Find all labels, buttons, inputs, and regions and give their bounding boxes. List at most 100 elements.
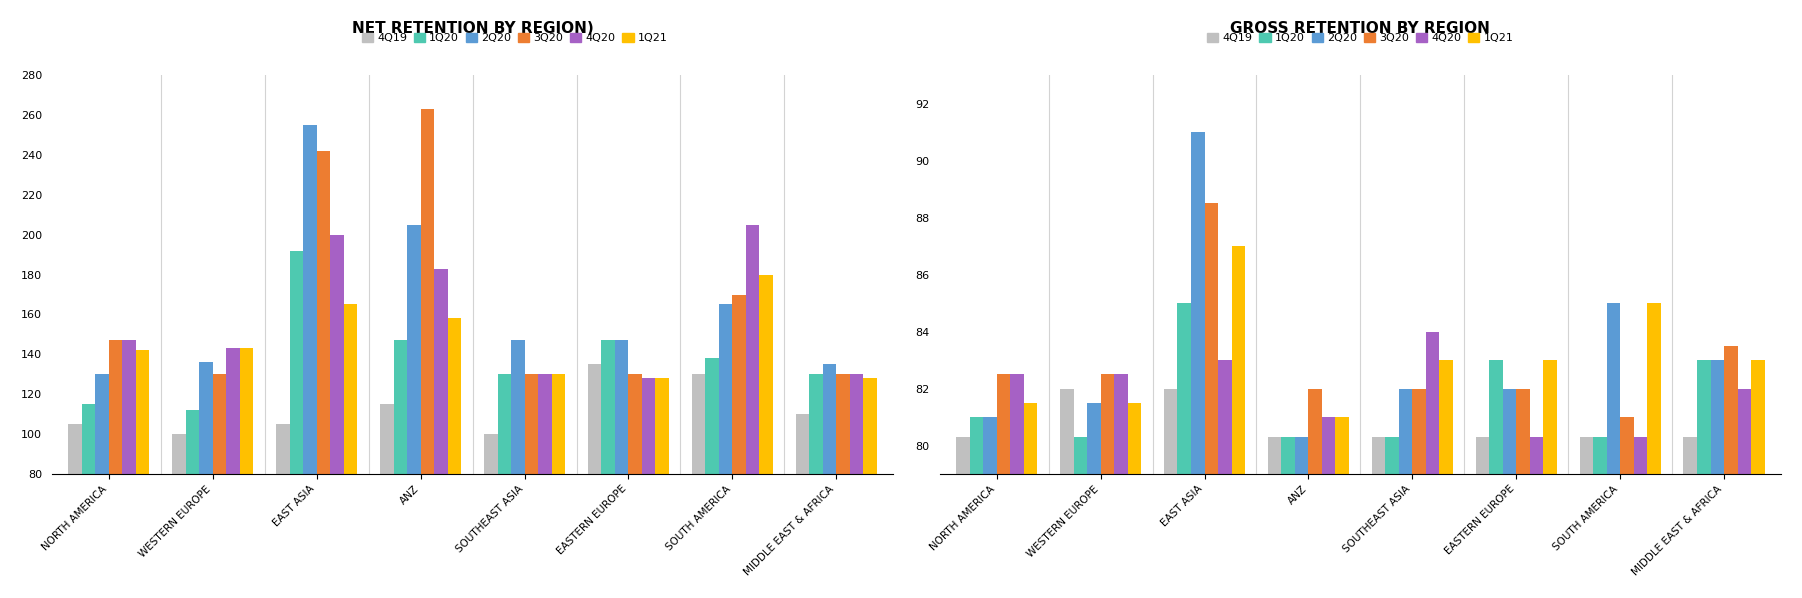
Bar (1191, 132, 1204, 474)
Bar (539, 374, 551, 474)
Bar (1024, 403, 1038, 474)
Bar (434, 269, 447, 474)
Title: NET RETENTION BY REGION): NET RETENTION BY REGION) (351, 22, 593, 36)
Bar (344, 304, 357, 474)
Bar (614, 340, 629, 474)
Bar (1580, 437, 1593, 474)
Bar (1737, 389, 1752, 474)
Bar (96, 374, 108, 474)
Bar (1087, 403, 1101, 474)
Bar (587, 364, 602, 474)
Bar (330, 234, 344, 474)
Bar (1371, 437, 1386, 474)
Bar (746, 225, 759, 474)
Bar (497, 374, 512, 474)
Bar (1074, 437, 1087, 474)
Bar (1440, 360, 1452, 474)
Bar (1128, 403, 1141, 474)
Bar (1101, 374, 1114, 474)
Bar (705, 358, 719, 474)
Bar (276, 424, 290, 474)
Bar (824, 364, 836, 474)
Bar (863, 379, 878, 474)
Bar (1710, 360, 1725, 474)
Bar (173, 434, 186, 474)
Bar (317, 151, 330, 474)
Bar (303, 125, 317, 474)
Bar (1281, 437, 1296, 474)
Bar (1296, 437, 1308, 474)
Bar (1425, 331, 1440, 474)
Bar (1530, 437, 1543, 474)
Legend: 4Q19, 1Q20, 2Q20, 3Q20, 4Q20, 1Q21: 4Q19, 1Q20, 2Q20, 3Q20, 4Q20, 1Q21 (357, 29, 672, 48)
Bar (759, 274, 773, 474)
Bar (1725, 346, 1737, 474)
Bar (200, 362, 213, 474)
Bar (380, 404, 393, 474)
Bar (796, 414, 809, 474)
Bar (997, 374, 1011, 474)
Bar (420, 109, 434, 474)
Bar (984, 417, 997, 474)
Bar (1386, 437, 1398, 474)
Bar (969, 417, 984, 474)
Bar (1476, 437, 1488, 474)
Bar (1011, 374, 1024, 474)
Bar (1543, 360, 1557, 474)
Bar (186, 410, 200, 474)
Bar (1398, 389, 1413, 474)
Bar (629, 374, 642, 474)
Bar (393, 340, 407, 474)
Bar (551, 374, 566, 474)
Bar (1515, 389, 1530, 474)
Legend: 4Q19, 1Q20, 2Q20, 3Q20, 4Q20, 1Q21: 4Q19, 1Q20, 2Q20, 3Q20, 4Q20, 1Q21 (1202, 29, 1517, 48)
Bar (1413, 389, 1425, 474)
Bar (851, 374, 863, 474)
Bar (81, 404, 96, 474)
Bar (1323, 417, 1335, 474)
Bar (1683, 437, 1697, 474)
Bar (809, 374, 824, 474)
Bar (957, 437, 969, 474)
Bar (719, 304, 732, 474)
Bar (1752, 360, 1764, 474)
Bar (1593, 437, 1607, 474)
Bar (732, 295, 746, 474)
Bar (1697, 360, 1710, 474)
Bar (485, 434, 497, 474)
Bar (407, 225, 420, 474)
Bar (836, 374, 851, 474)
Bar (1488, 360, 1503, 474)
Bar (1218, 360, 1231, 474)
Bar (290, 251, 303, 474)
Bar (512, 340, 524, 474)
Bar (1335, 417, 1350, 474)
Bar (1177, 303, 1191, 474)
Bar (1269, 437, 1281, 474)
Bar (108, 340, 123, 474)
Bar (642, 379, 656, 474)
Bar (656, 379, 669, 474)
Bar (1308, 389, 1323, 474)
Bar (1204, 203, 1218, 474)
Bar (1231, 246, 1245, 474)
Bar (227, 349, 240, 474)
Bar (602, 340, 614, 474)
Title: GROSS RETENTION BY REGION: GROSS RETENTION BY REGION (1231, 22, 1490, 36)
Bar (1114, 374, 1128, 474)
Bar (68, 424, 81, 474)
Bar (692, 374, 705, 474)
Bar (1060, 389, 1074, 474)
Bar (1620, 417, 1634, 474)
Bar (135, 350, 150, 474)
Bar (447, 319, 461, 474)
Bar (1647, 303, 1661, 474)
Bar (240, 349, 254, 474)
Bar (1607, 303, 1620, 474)
Bar (1634, 437, 1647, 474)
Bar (213, 374, 227, 474)
Bar (123, 340, 135, 474)
Bar (524, 374, 539, 474)
Bar (1164, 389, 1177, 474)
Bar (1503, 389, 1515, 474)
